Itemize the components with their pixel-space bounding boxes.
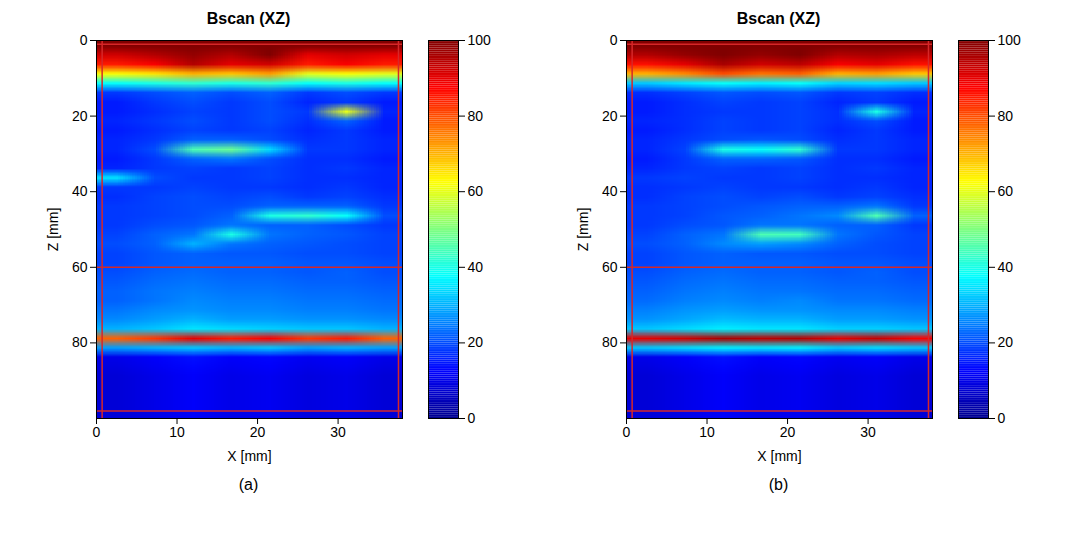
svg-text:80: 80 <box>71 334 87 350</box>
svg-text:10: 10 <box>169 424 185 440</box>
svg-text:0: 0 <box>79 32 87 48</box>
svg-text:20: 20 <box>71 108 87 124</box>
svg-text:80: 80 <box>601 334 617 350</box>
svg-text:0: 0 <box>92 424 100 440</box>
svg-text:X [mm]: X [mm] <box>757 448 801 464</box>
svg-text:40: 40 <box>601 183 617 199</box>
svg-text:30: 30 <box>860 424 876 440</box>
svg-text:Z [mm]: Z [mm] <box>45 208 61 252</box>
svg-text:Z [mm]: Z [mm] <box>575 208 591 252</box>
svg-text:30: 30 <box>330 424 346 440</box>
svg-text:60: 60 <box>601 259 617 275</box>
html-text:(a): (a) <box>238 476 259 493</box>
svg-text:20: 20 <box>467 334 483 350</box>
svg-text:10: 10 <box>699 424 715 440</box>
svg-text:40: 40 <box>71 183 87 199</box>
svg-text:X [mm]: X [mm] <box>227 448 271 464</box>
svg-text:80: 80 <box>997 108 1013 124</box>
svg-text:100: 100 <box>997 32 1021 48</box>
svg-text:20: 20 <box>249 424 265 440</box>
svg-text:0: 0 <box>609 32 617 48</box>
svg-text:40: 40 <box>997 259 1013 275</box>
svg-text:100: 100 <box>467 32 491 48</box>
svg-text:20: 20 <box>601 108 617 124</box>
svg-text:20: 20 <box>997 334 1013 350</box>
svg-text:40: 40 <box>467 259 483 275</box>
html-text:(b): (b) <box>768 476 789 493</box>
svg-text:80: 80 <box>467 108 483 124</box>
svg-text:0: 0 <box>622 424 630 440</box>
html-text:Bscan (XZ): Bscan (XZ) <box>736 10 821 27</box>
svg-text:20: 20 <box>779 424 795 440</box>
svg-text:0: 0 <box>467 410 475 426</box>
svg-text:60: 60 <box>467 183 483 199</box>
svg-text:60: 60 <box>997 183 1013 199</box>
svg-text:0: 0 <box>997 410 1005 426</box>
svg-text:60: 60 <box>71 259 87 275</box>
html-text:Bscan (XZ): Bscan (XZ) <box>206 10 291 27</box>
